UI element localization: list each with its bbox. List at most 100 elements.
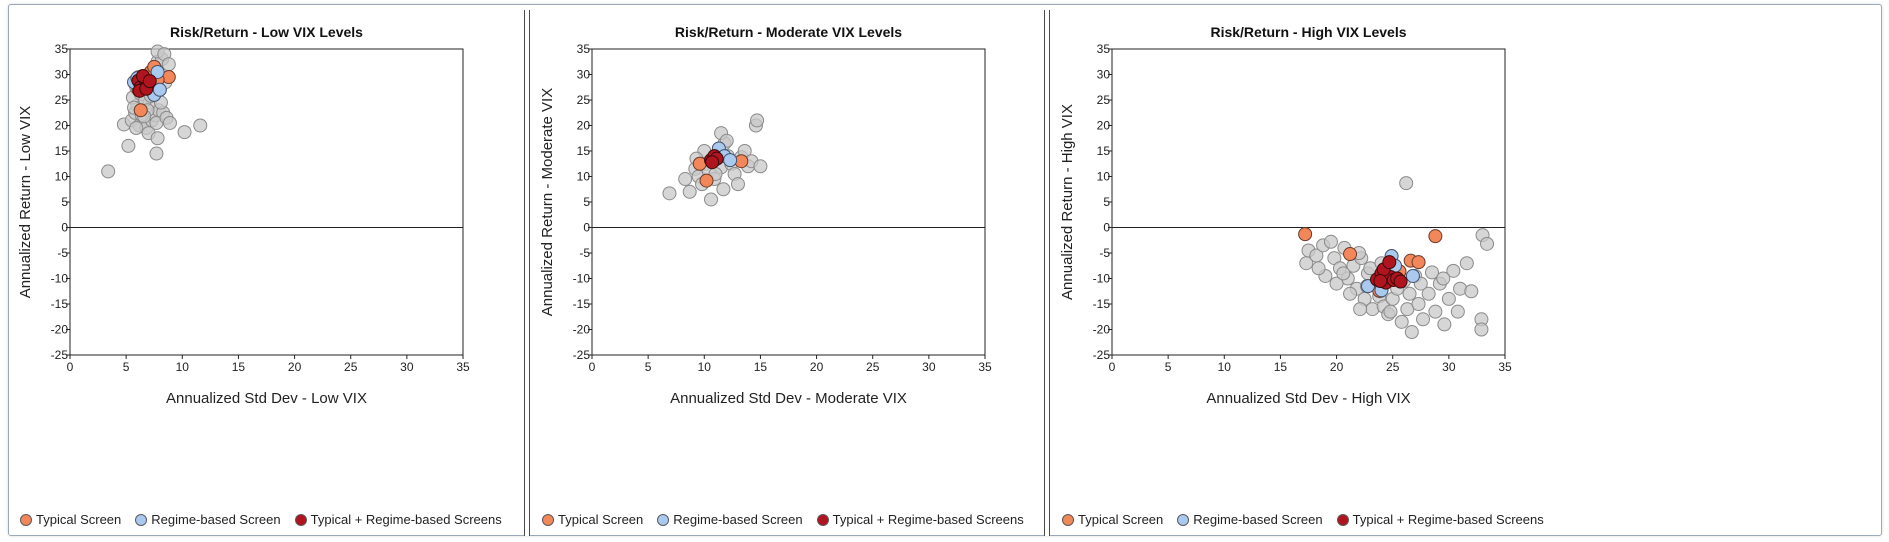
y-tick-label: -25 <box>573 348 591 362</box>
point-other <box>162 115 177 130</box>
y-axis-label: Annualized Return - High VIX <box>1059 104 1076 300</box>
x-tick-label: 15 <box>232 360 246 374</box>
point-combined <box>1373 274 1388 289</box>
x-tick-label: 20 <box>1330 360 1344 374</box>
point-other <box>1421 286 1436 301</box>
point-other <box>1441 291 1456 306</box>
y-tick-label: 15 <box>55 144 69 158</box>
x-axis-label: Annualized Std Dev - High VIX <box>1206 390 1410 407</box>
legend-item-combined: Typical + Regime-based Screens <box>816 512 1024 527</box>
point-typical <box>1298 227 1313 242</box>
x-tick-label: 25 <box>344 360 358 374</box>
chart-title: Risk/Return - Low VIX Levels <box>170 24 363 40</box>
chart-title: Risk/Return - Moderate VIX Levels <box>675 24 902 40</box>
point-other <box>1436 271 1451 286</box>
point-other <box>1425 265 1440 280</box>
legend-label-typical: Typical Screen <box>36 512 122 527</box>
x-axis-label: Annualized Std Dev - Moderate VIX <box>670 390 907 407</box>
point-other <box>1336 266 1351 281</box>
point-combined <box>142 74 157 89</box>
point-other <box>1299 256 1314 271</box>
point-other <box>1411 297 1426 311</box>
chart-title: Risk/Return - High VIX Levels <box>1210 24 1406 40</box>
y-tick-label: 20 <box>1097 119 1111 133</box>
x-tick-label: 15 <box>1274 360 1288 374</box>
point-combined <box>705 155 720 170</box>
regime-swatch-icon <box>1177 513 1190 526</box>
y-tick-label: 20 <box>55 119 69 133</box>
y-tick-label: 15 <box>1097 144 1111 158</box>
y-tick-label: -15 <box>51 297 69 311</box>
legend-item-regime: Regime-based Screen <box>657 512 803 527</box>
y-tick-label: 0 <box>583 221 590 235</box>
point-other <box>1459 256 1474 271</box>
y-tick-label: 25 <box>55 93 69 107</box>
regime-swatch-icon <box>135 513 148 526</box>
x-tick-label: 5 <box>1165 360 1172 374</box>
y-tick-label: -20 <box>573 323 591 337</box>
y-axis-label: Annualized Return - Low VIX <box>17 106 34 299</box>
legend-item-regime: Regime-based Screen <box>1177 512 1323 527</box>
y-tick-label: -20 <box>51 323 69 337</box>
chart-panel-moderate-vix: Risk/Return - Moderate VIX Levels 0 5 10 15 2… <box>532 10 1042 535</box>
legend-item-combined: Typical + Regime-based Screens <box>1336 512 1544 527</box>
point-other <box>150 131 165 146</box>
x-tick-label: 10 <box>1218 360 1232 374</box>
y-tick-label: 10 <box>577 170 591 184</box>
y-tick-label: 35 <box>55 42 69 56</box>
point-other <box>1323 234 1338 249</box>
scatter-chart-low-vix: Risk/Return - Low VIX Levels 0 5 10 15 20 25 30… <box>17 24 470 407</box>
point-regime <box>723 153 738 168</box>
point-typical <box>1343 247 1358 262</box>
y-tick-label: 25 <box>577 93 591 107</box>
legend-label-regime: Regime-based Screen <box>1193 512 1323 527</box>
point-other <box>177 125 192 140</box>
point-other <box>1450 304 1465 319</box>
point-other <box>1474 322 1489 337</box>
point-other <box>1399 176 1414 191</box>
point-other <box>1329 276 1344 291</box>
x-tick-label: 20 <box>810 360 824 374</box>
regime-swatch-icon <box>657 513 670 526</box>
point-other <box>750 113 765 128</box>
point-typical <box>699 173 714 188</box>
y-tick-label: -15 <box>573 297 591 311</box>
point-other <box>129 121 144 136</box>
point-regime <box>150 64 165 79</box>
y-tick-label: -5 <box>579 246 590 260</box>
y-tick-label: -25 <box>1093 348 1111 362</box>
legend-item-typical: Typical Screen <box>20 512 121 527</box>
panel-divider[interactable] <box>524 10 530 536</box>
legend-high-vix: Typical Screen Regime-based Screen Typic… <box>1062 512 1544 527</box>
y-tick-label: -10 <box>51 272 69 286</box>
point-other <box>753 159 768 174</box>
x-tick-label: 10 <box>698 360 712 374</box>
point-other <box>1437 317 1452 332</box>
x-tick-label: 20 <box>288 360 302 374</box>
typical-swatch-icon <box>20 513 32 526</box>
panel-divider[interactable] <box>1044 10 1050 536</box>
legend-label-combined: Typical + Regime-based Screens <box>1352 512 1544 527</box>
y-tick-label: 0 <box>61 221 68 235</box>
point-other <box>193 118 208 133</box>
legend-item-typical: Typical Screen <box>1062 512 1163 527</box>
legend-moderate-vix: Typical Screen Regime-based Screen Typic… <box>542 512 1024 527</box>
point-other <box>101 164 116 179</box>
point-other <box>121 138 136 153</box>
typical-swatch-icon <box>542 513 554 526</box>
point-regime <box>1405 268 1420 283</box>
legend-item-regime: Regime-based Screen <box>135 512 281 527</box>
x-tick-label: 30 <box>922 360 936 374</box>
y-tick-label: 5 <box>61 195 68 209</box>
combined-swatch-icon <box>1336 513 1349 526</box>
x-tick-label: 30 <box>400 360 414 374</box>
y-tick-label: 30 <box>1097 68 1111 82</box>
y-tick-label: 5 <box>1103 195 1110 209</box>
y-axis-label: Annualized Return - Moderate VIX <box>539 88 556 316</box>
x-tick-label: 10 <box>176 360 190 374</box>
x-tick-label: 5 <box>645 360 652 374</box>
point-other <box>1428 304 1443 319</box>
point-other <box>730 177 745 192</box>
point-typical <box>1428 229 1443 244</box>
x-tick-label: 30 <box>1442 360 1456 374</box>
